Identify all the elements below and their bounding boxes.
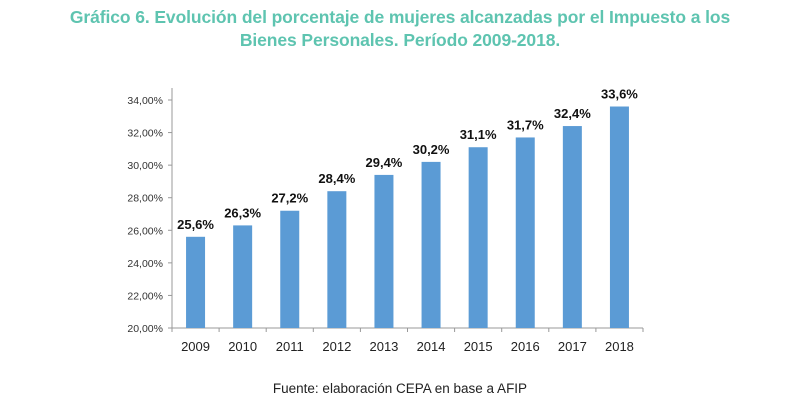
bar-2018 bbox=[609, 106, 629, 328]
chart-title-line-2: Bienes Personales. Período 2009-2018. bbox=[239, 30, 561, 50]
x-tick-label-2011: 2011 bbox=[276, 339, 304, 354]
data-label-2017: 32,4% bbox=[554, 106, 591, 121]
y-tick-label: 34,00% bbox=[127, 95, 163, 107]
bar-2016 bbox=[515, 137, 535, 328]
data-label-2010: 26,3% bbox=[224, 205, 261, 220]
bar-2012 bbox=[327, 191, 347, 328]
bars bbox=[186, 106, 629, 328]
y-axis: 20,00% 22,00% 24,00% 26,00% 28,00% 30,00% 32,0… bbox=[127, 88, 173, 335]
y-tick-label: 24,00% bbox=[127, 258, 163, 270]
x-tick-label-2009: 2009 bbox=[181, 339, 210, 354]
bar-2017 bbox=[562, 126, 582, 328]
data-label-2009: 25,6% bbox=[177, 217, 214, 232]
bar-2014 bbox=[421, 161, 441, 328]
data-label-2016: 31,7% bbox=[507, 117, 544, 132]
y-tick-label: 26,00% bbox=[127, 225, 163, 237]
y-tick-label: 30,00% bbox=[127, 160, 163, 172]
y-tick-label: 22,00% bbox=[127, 290, 163, 302]
x-tick-label-2014: 2014 bbox=[417, 339, 446, 354]
y-tick-label: 32,00% bbox=[127, 128, 163, 140]
y-tick-label: 20,00% bbox=[127, 323, 163, 335]
data-label-2012: 28,4% bbox=[318, 171, 355, 186]
x-tick-label-2017: 2017 bbox=[558, 339, 587, 354]
data-label-2011: 27,2% bbox=[271, 191, 308, 206]
bar-2013 bbox=[374, 174, 394, 328]
bar-2011 bbox=[280, 210, 300, 328]
bar-2009 bbox=[186, 236, 206, 328]
chart-title: Gráfico 6. Evolución del porcentaje de m… bbox=[0, 6, 800, 52]
x-tick-label-2015: 2015 bbox=[464, 339, 493, 354]
x-tick-label-2010: 2010 bbox=[228, 339, 257, 354]
x-tick-label-2013: 2013 bbox=[369, 339, 398, 354]
y-tick-label: 28,00% bbox=[127, 193, 163, 205]
chart-title-line-1: Gráfico 6. Evolución del porcentaje de m… bbox=[69, 7, 731, 27]
x-tick-label-2016: 2016 bbox=[511, 339, 540, 354]
bar-2010 bbox=[233, 225, 253, 328]
source-note: Fuente: elaboración CEPA en base a AFIP bbox=[272, 381, 528, 396]
data-label-2018: 33,6% bbox=[601, 87, 638, 102]
data-label-2013: 29,4% bbox=[366, 155, 403, 170]
x-tick-label-2012: 2012 bbox=[322, 339, 351, 354]
x-axis: 2009 2010 2011 2012 2013 2014 2015 2016 2017 2018 bbox=[168, 327, 644, 354]
data-label-2015: 31,1% bbox=[460, 127, 497, 142]
x-tick-label-2018: 2018 bbox=[605, 339, 634, 354]
bar-2015 bbox=[468, 147, 488, 328]
data-labels: 25,6% 26,3% 27,2% 28,4% 29,4% 30,2% 31,1% 31,7%… bbox=[177, 87, 638, 232]
data-label-2014: 30,2% bbox=[413, 142, 450, 157]
